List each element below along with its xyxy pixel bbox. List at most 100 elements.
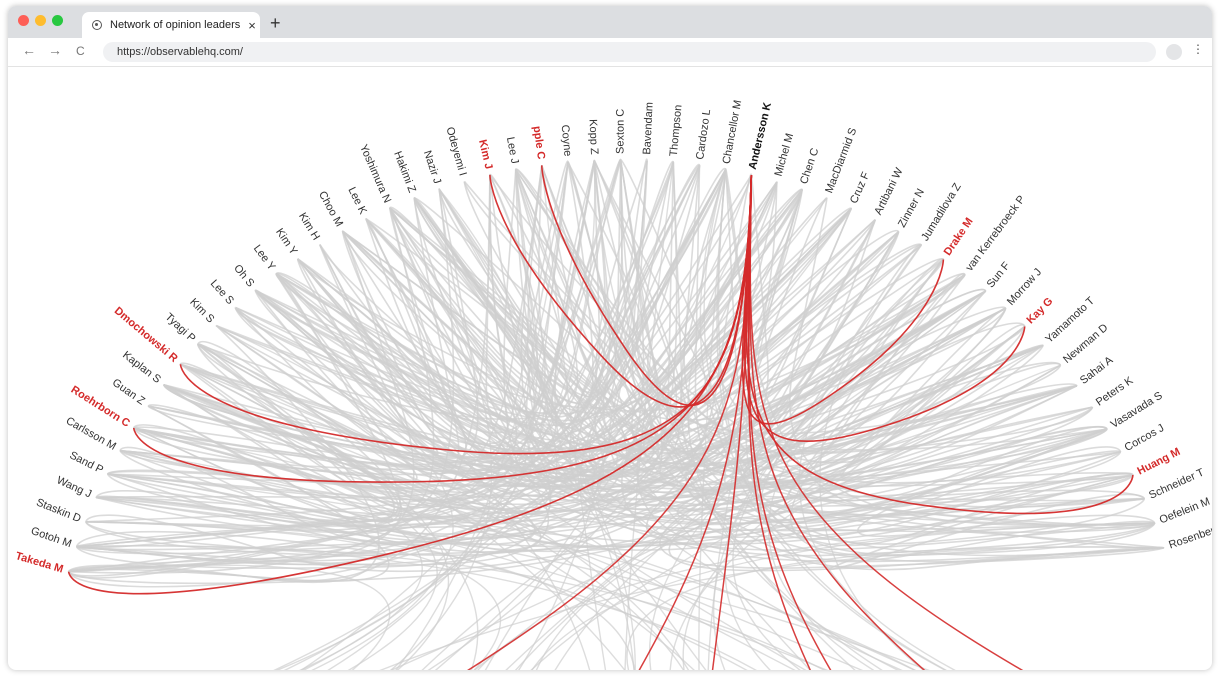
node-label[interactable]: Kim Y (273, 226, 300, 257)
page-content: Takeda M Gotoh M Staskin D Wang J Sand P Carl… (8, 67, 1212, 670)
node-label[interactable]: Schneider T (1147, 466, 1206, 501)
edge (434, 208, 852, 670)
node-label[interactable]: Chancellor M (721, 99, 745, 165)
node-label[interactable]: Odeyemi I (444, 126, 469, 178)
node-label[interactable]: Hakimi Z (391, 150, 418, 195)
node-label[interactable]: Yoshimura N (357, 143, 393, 205)
node-label[interactable]: Choo M (316, 189, 345, 229)
edge (743, 322, 1164, 549)
back-button[interactable]: ← (22, 42, 36, 58)
node-label[interactable]: Kopp Z (587, 119, 601, 155)
node-label[interactable]: Takeda M (14, 550, 65, 576)
node-label[interactable]: Sun F (985, 260, 1013, 290)
node-label[interactable]: Andersson K (747, 101, 774, 170)
edge (327, 160, 596, 670)
edge (76, 272, 550, 566)
edge (576, 162, 778, 422)
edge (648, 290, 986, 670)
profile-icon[interactable] (1166, 44, 1182, 60)
edge (255, 289, 807, 670)
edge (275, 273, 591, 670)
node-label[interactable]: Artibani W (872, 166, 906, 217)
edge (300, 169, 727, 670)
highlight-edge (540, 165, 753, 407)
edge (342, 230, 1026, 477)
reload-button[interactable]: C (76, 44, 85, 58)
edge (275, 169, 727, 409)
node-label[interactable]: Guan Z (110, 377, 147, 408)
maximize-window-button[interactable] (52, 15, 63, 26)
node-label[interactable]: Kaplan S (120, 349, 163, 386)
edge (133, 427, 438, 670)
node-label[interactable]: pple C (531, 125, 547, 160)
node-label[interactable]: Cardozo L (694, 108, 713, 160)
edge (68, 169, 727, 573)
node-label[interactable]: Lee K (345, 185, 369, 217)
edge (95, 290, 986, 527)
edge (819, 244, 925, 670)
new-tab-button[interactable]: + (270, 13, 281, 33)
url-text: https://observablehq.com/ (117, 46, 243, 58)
address-bar[interactable]: https://observablehq.com/ (103, 42, 1156, 62)
node-label[interactable]: Oh S (231, 262, 256, 289)
node-label[interactable]: Kay G (1025, 295, 1056, 326)
node-label[interactable]: Bavendam (641, 102, 655, 155)
more-menu-button[interactable]: ⋮ (1192, 42, 1204, 56)
edge (438, 160, 611, 394)
node-label[interactable]: Oefelein M (1158, 496, 1212, 527)
node-label[interactable]: Sand P (68, 449, 106, 476)
node-label[interactable]: Morrow J (1005, 266, 1044, 308)
node-label[interactable]: Sexton C (615, 109, 627, 154)
node-label[interactable]: Lee S (208, 278, 236, 307)
edge (619, 159, 778, 394)
node-label[interactable]: Drake M (942, 216, 976, 258)
node-label[interactable]: Wang J (55, 474, 94, 500)
node-label[interactable]: Peters K (1094, 374, 1136, 408)
node-label[interactable]: Corcos J (1123, 422, 1167, 454)
node-label[interactable]: Coyne (559, 124, 574, 157)
node-label[interactable]: Zinner N (896, 187, 927, 230)
node-label[interactable]: Lee J (504, 136, 521, 165)
edge (745, 189, 1156, 556)
edge (389, 207, 493, 670)
close-window-button[interactable] (18, 15, 29, 26)
node-label[interactable]: Kim S (187, 296, 216, 325)
edge (85, 406, 1093, 573)
node-label[interactable]: Michel M (773, 132, 797, 178)
edge (215, 324, 454, 670)
node-label[interactable]: Gotoh M (29, 525, 73, 550)
edge (732, 307, 1006, 670)
edge (132, 207, 606, 487)
tab-active[interactable]: Network of opinion leaders × (82, 12, 260, 38)
node-label[interactable]: Nazir J (421, 149, 443, 185)
node-label[interactable]: Sahai A (1078, 354, 1116, 387)
highlight-edge (179, 175, 753, 455)
tab-close-button[interactable]: × (248, 17, 256, 33)
edge (283, 181, 778, 670)
node-label[interactable]: Staskin D (34, 497, 82, 526)
forward-button[interactable]: → (48, 42, 62, 58)
node-label[interactable]: Lee Y (251, 243, 278, 274)
node-label[interactable]: Chen C (798, 147, 821, 186)
edge (626, 546, 1164, 670)
node-label[interactable]: Rosenberg M (1167, 519, 1212, 552)
node-label[interactable]: Carlsson M (64, 415, 118, 453)
tab-bar: Network of opinion leaders × + (8, 6, 1212, 38)
edge (788, 198, 1155, 527)
node-label[interactable]: Kim J (476, 138, 494, 170)
node-label[interactable]: Cruz F (848, 170, 872, 205)
node-label[interactable]: Huang M (1135, 446, 1182, 478)
edge (525, 162, 923, 487)
browser-window: Network of opinion leaders × + ← → C htt… (8, 6, 1212, 670)
edge (489, 174, 1108, 521)
edge (319, 189, 803, 468)
minimize-window-button[interactable] (35, 15, 46, 26)
edge (389, 207, 707, 670)
node-label[interactable]: van Kerrebroeck P (964, 193, 1028, 273)
edge (624, 162, 674, 670)
edge (413, 197, 1146, 502)
node-label[interactable]: Thompson (668, 104, 685, 157)
node-label[interactable]: Tyagi P (163, 311, 198, 345)
node-label[interactable]: Kim H (296, 211, 322, 243)
edge (643, 208, 1133, 499)
